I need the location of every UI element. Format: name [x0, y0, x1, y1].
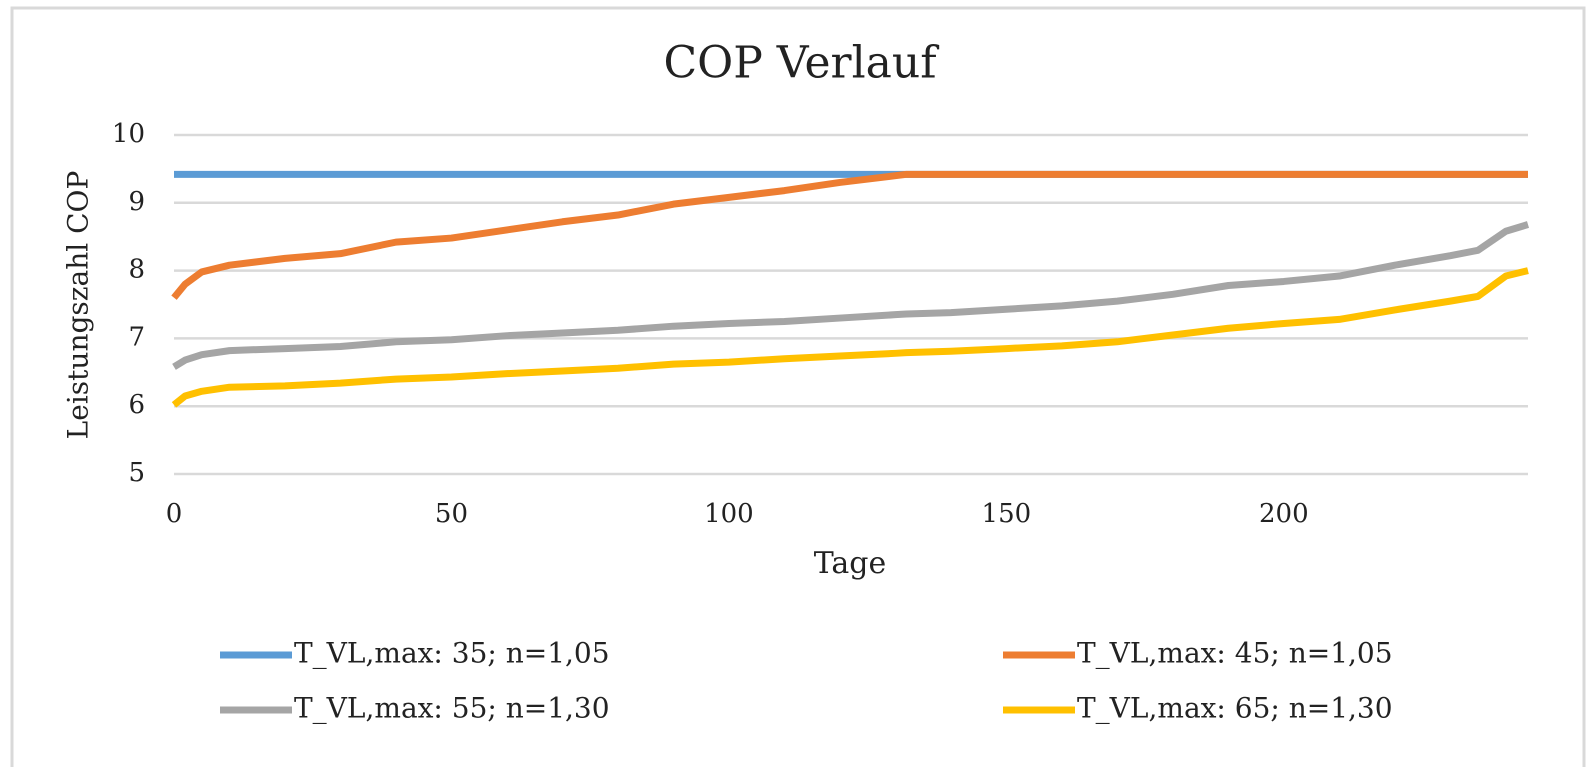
- x-tick-label: 50: [435, 499, 468, 529]
- x-tick-label: 0: [166, 499, 183, 529]
- y-tick-label: 9: [128, 187, 145, 217]
- legend-label: T_VL,max: 45; n=1,05: [1077, 637, 1393, 670]
- data-line: [171, 267, 1529, 408]
- x-tick-label: 200: [1259, 499, 1309, 529]
- y-axis-label: Leistungszahl COP: [62, 171, 95, 440]
- y-tick-label: 7: [128, 322, 145, 352]
- chart-border: [10, 6, 1586, 767]
- chart-title: COP Verlauf: [663, 38, 939, 89]
- y-tick-label: 8: [128, 255, 145, 285]
- data-line: [171, 170, 1528, 300]
- x-axis-label: Tage: [814, 546, 887, 581]
- data-line: [172, 221, 1530, 370]
- x-tick-label: 150: [982, 499, 1032, 529]
- legend-label: T_VL,max: 55; n=1,30: [294, 692, 610, 725]
- legend-label: T_VL,max: 35; n=1,05: [294, 637, 610, 670]
- y-tick-label: 10: [112, 119, 145, 149]
- y-tick-label: 5: [128, 458, 145, 488]
- x-tick-label: 100: [704, 499, 754, 529]
- legend-label: T_VL,max: 65; n=1,30: [1077, 692, 1393, 725]
- y-tick-label: 6: [128, 390, 145, 420]
